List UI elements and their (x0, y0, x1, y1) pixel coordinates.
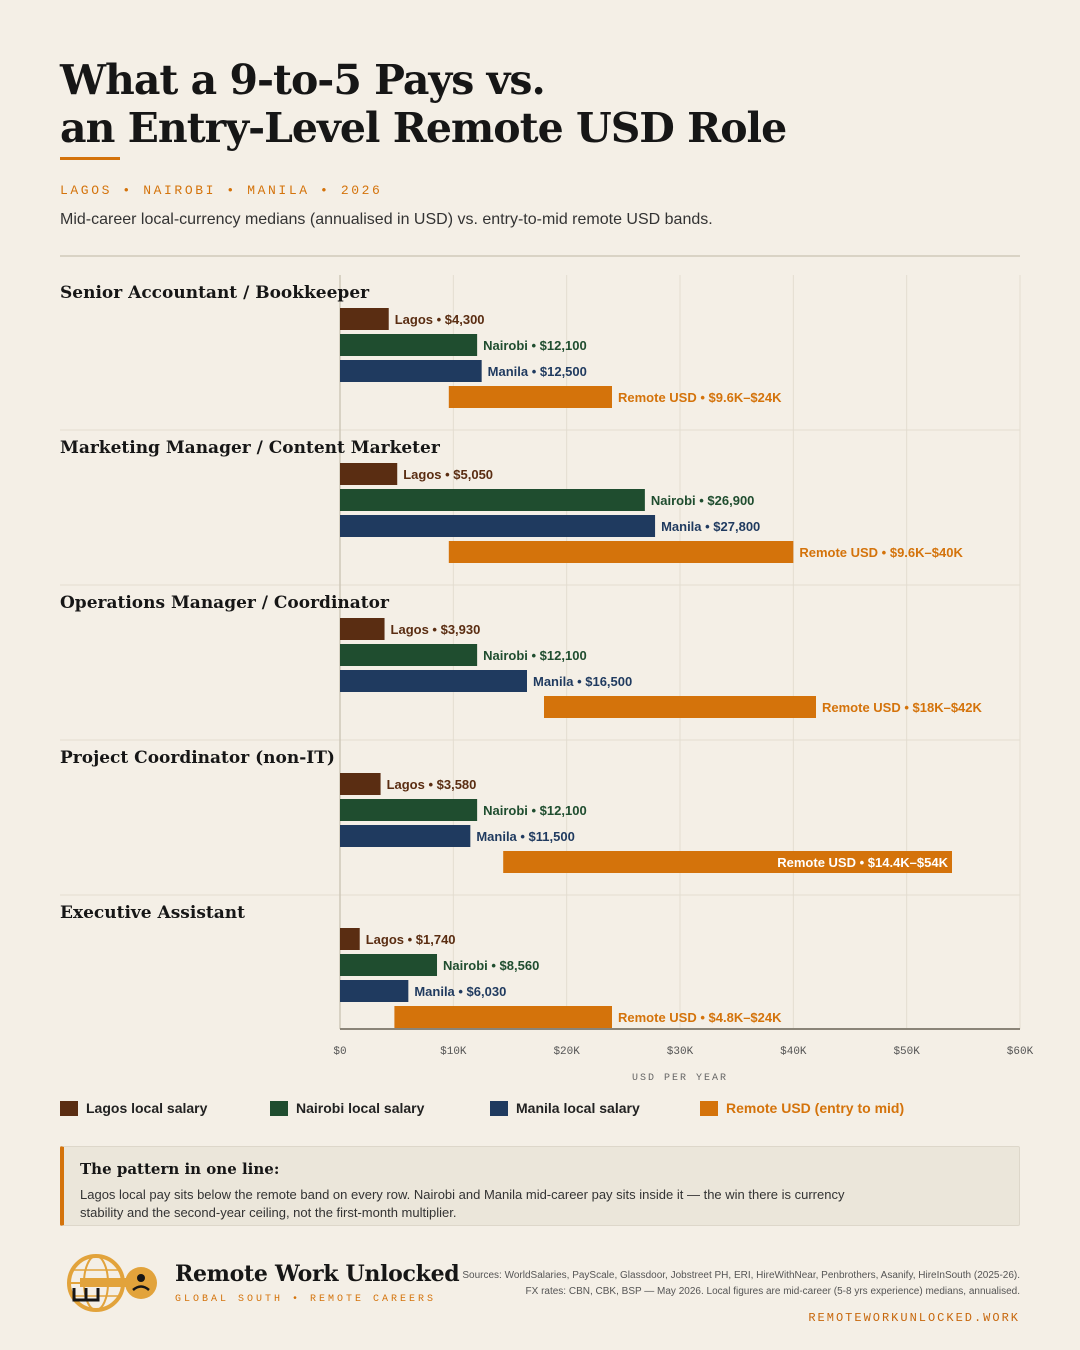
bar-label-remote: Remote USD • $9.6K–$40K (799, 545, 963, 560)
bar-label-remote: Remote USD • $9.6K–$24K (618, 390, 782, 405)
title-line-2: an Entry-Level Remote USD Role (60, 104, 787, 152)
bar-lagos (340, 308, 389, 330)
site-url[interactable]: REMOTEWORKUNLOCKED.WORK (808, 1311, 1020, 1325)
bar-nairobi (340, 489, 645, 511)
bar-remote-range (503, 851, 952, 873)
x-tick-label: $40K (780, 1046, 807, 1058)
bar-label-manila: Manila • $6,030 (414, 984, 506, 999)
x-tick-label: $60K (1007, 1046, 1034, 1058)
x-tick-label: $0 (333, 1046, 346, 1058)
bar-manila (340, 670, 527, 692)
bar-lagos (340, 773, 381, 795)
x-tick-label: $20K (553, 1046, 580, 1058)
brand-name: Remote Work Unlocked (175, 1261, 460, 1287)
brand-logo-icon (67, 1254, 157, 1312)
title-line-1: What a 9-to-5 Pays vs. (60, 56, 546, 104)
bar-remote-range (394, 1006, 612, 1028)
brand-tagline: GLOBAL SOUTH • REMOTE CAREERS (175, 1294, 437, 1305)
page-title: What a 9-to-5 Pays vs. an Entry-Level Re… (60, 56, 1020, 152)
callout-box: The pattern in one line: Lagos local pay… (60, 1146, 1020, 1226)
bar-label-manila: Manila • $16,500 (533, 674, 632, 689)
bar-remote-range (448, 386, 612, 408)
bar-lagos (340, 618, 385, 640)
bar-label-manila: Manila • $12,500 (488, 364, 587, 379)
legend-item-lagos: Lagos local salary (60, 1100, 207, 1116)
bar-nairobi (340, 954, 438, 976)
bar-label-nairobi: Nairobi • $12,100 (483, 803, 587, 818)
bar-lagos (340, 463, 398, 485)
legend-label-manila: Manila local salary (516, 1100, 640, 1116)
legend-item-manila: Manila local salary (490, 1100, 640, 1116)
bar-label-nairobi: Nairobi • $8,560 (443, 958, 539, 973)
bar-label-nairobi: Nairobi • $12,100 (483, 648, 587, 663)
bar-nairobi (340, 334, 478, 356)
title-underline (60, 157, 120, 160)
group-title: Marketing Manager / Content Marketer (60, 438, 441, 458)
group-title: Project Coordinator (non-IT) (60, 748, 335, 768)
bar-remote-range (448, 541, 794, 563)
bar-label-nairobi: Nairobi • $26,900 (651, 493, 755, 508)
salary-chart: $0 $10K $20K $30K $40K $50K $60K USD PER YEAR Se… (60, 275, 1034, 1084)
bar-label-nairobi: Nairobi • $12,100 (483, 338, 587, 353)
bar-manila (340, 515, 656, 537)
bar-label-lagos: Lagos • $1,740 (366, 932, 456, 947)
legend-label-nairobi: Nairobi local salary (296, 1100, 425, 1116)
legend-swatch-lagos (60, 1100, 78, 1116)
legend-label-lagos: Lagos local salary (86, 1100, 208, 1116)
bar-label-lagos: Lagos • $5,050 (403, 467, 493, 482)
x-axis-label: USD PER YEAR (632, 1073, 728, 1084)
group-title: Operations Manager / Coordinator (60, 593, 390, 613)
sources-line-1: Sources: WorldSalaries, PayScale, Glassd… (462, 1270, 1020, 1281)
bar-label-remote: Remote USD • $18K–$42K (822, 700, 983, 715)
legend-label-remote: Remote USD (entry to mid) (726, 1100, 905, 1116)
bar-label-remote: Remote USD • $4.8K–$24K (618, 1010, 782, 1025)
kicker: LAGOS • NAIROBI • MANILA • 2026 (60, 183, 383, 198)
bar-label-manila: Manila • $11,500 (476, 829, 575, 844)
bar-remote-range (544, 696, 816, 718)
group-title: Senior Accountant / Bookkeeper (60, 283, 370, 303)
bar-lagos (340, 928, 360, 950)
sources-line-2: FX rates: CBN, CBK, BSP — May 2026. Loca… (525, 1286, 1020, 1297)
bar-label-lagos: Lagos • $3,580 (387, 777, 477, 792)
subtitle: Mid-career local-currency medians (annua… (60, 211, 713, 228)
bar-nairobi (340, 644, 478, 666)
bar-label-lagos: Lagos • $4,300 (395, 312, 485, 327)
bar-manila (340, 825, 471, 847)
x-tick-label: $30K (667, 1046, 694, 1058)
group-title: Executive Assistant (60, 903, 245, 923)
legend-swatch-manila (490, 1100, 508, 1116)
callout-title: The pattern in one line: (80, 1160, 280, 1178)
callout-body: Lagos local pay sits below the remote ba… (80, 1187, 845, 1220)
bar-label-remote: Remote USD • $14.4K–$54K (777, 855, 948, 870)
legend-item-nairobi: Nairobi local salary (270, 1100, 424, 1116)
bar-nairobi (340, 799, 478, 821)
x-tick-label: $10K (440, 1046, 467, 1058)
bar-manila (340, 360, 482, 382)
x-tick-label: $50K (893, 1046, 920, 1058)
bar-manila (340, 980, 409, 1002)
legend-swatch-remote (700, 1100, 718, 1116)
divider (60, 255, 1020, 257)
legend-item-remote: Remote USD (entry to mid) (700, 1100, 904, 1116)
sources-note: Sources: WorldSalaries, PayScale, Glassd… (420, 1268, 1020, 1300)
bar-label-manila: Manila • $27,800 (661, 519, 760, 534)
bar-label-lagos: Lagos • $3,930 (391, 622, 481, 637)
legend-swatch-nairobi (270, 1100, 288, 1116)
